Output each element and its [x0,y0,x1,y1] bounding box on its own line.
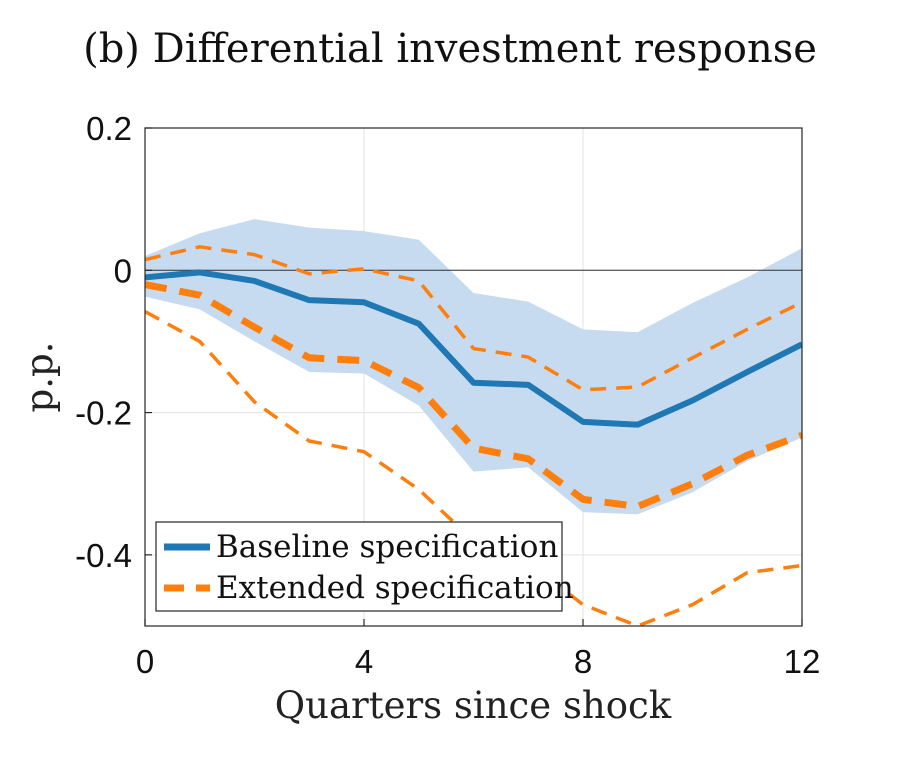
plot-frame [144,127,803,627]
legend-box [155,521,563,612]
x-tick-label: 4 [355,643,373,680]
x-tick-label: 0 [136,643,154,680]
y-tick-label: -0.4 [75,537,132,574]
x-tick-label: 8 [574,643,592,680]
axis-ticks: 0 4 8 12 0.2 0 -0.2 -0.4 [75,110,820,680]
series-line-baseline-specification [145,269,802,428]
legend-label-extended: Extended specification [216,570,574,606]
baseline-confidence-band [145,219,802,515]
chart-title: (b) Differential investment response [83,26,817,72]
y-axis-label: p.p. [18,342,61,413]
y-tick-label: 0 [114,252,132,289]
legend: Baseline specification Extended specific… [155,521,574,612]
y-tick-label: -0.2 [75,395,132,432]
series-line-extended-specification [145,281,802,510]
x-tick-label: 12 [784,643,821,680]
x-axis-label: Quarters since shock [275,684,672,727]
series-line-extended-specification-lower-band [145,310,802,626]
y-tick-label: 0.2 [86,110,132,147]
plot-area [145,219,802,626]
series-line-extended-specification-upper-band [145,245,802,392]
legend-label-baseline: Baseline specification [216,529,558,565]
